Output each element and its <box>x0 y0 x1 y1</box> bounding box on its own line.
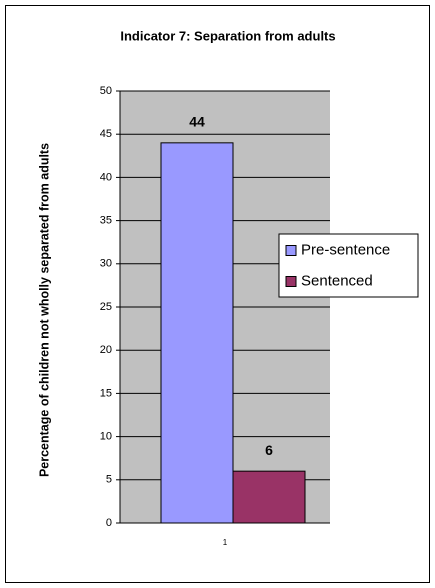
bar <box>232 470 306 524</box>
y-tick-label: 35 <box>100 215 112 227</box>
y-tick-label: 45 <box>100 128 112 140</box>
y-axis-label: Percentage of children not wholly separa… <box>37 143 51 477</box>
y-tick-label: 15 <box>100 387 112 399</box>
legend-label: Pre-sentence <box>301 241 390 258</box>
bar <box>160 142 234 524</box>
y-tick-label: 50 <box>100 85 112 97</box>
chart-title: Indicator 7: Separation from adults <box>120 28 335 43</box>
legend-swatch <box>285 245 297 256</box>
y-tick-label: 25 <box>100 301 112 313</box>
y-tick-label: 10 <box>100 431 112 443</box>
y-tick-label: 40 <box>100 171 112 183</box>
y-tick-label: 30 <box>100 258 112 270</box>
y-tick-label: 0 <box>106 517 112 529</box>
legend-swatch <box>285 276 297 287</box>
legend-box <box>278 233 419 298</box>
legend-label: Sentenced <box>301 272 373 289</box>
y-tick-label: 5 <box>106 474 112 486</box>
x-tick-label: 1 <box>223 538 228 547</box>
data-label: 44 <box>189 114 205 130</box>
data-label: 6 <box>265 442 273 458</box>
y-tick-label: 20 <box>100 344 112 356</box>
